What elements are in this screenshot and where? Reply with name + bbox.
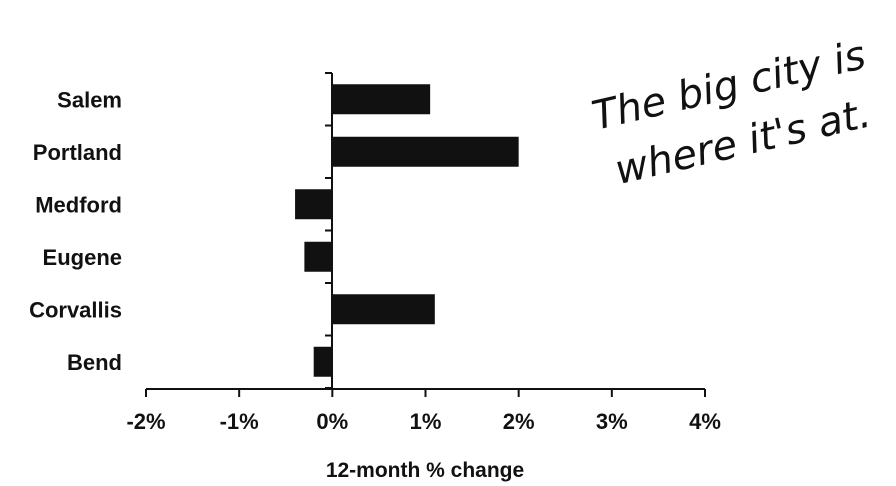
x-axis-title: 12-month % change xyxy=(326,459,524,482)
x-tick-label: 3% xyxy=(596,409,628,434)
x-tick-label: -1% xyxy=(220,409,259,434)
category-label-eugene: Eugene xyxy=(43,245,122,270)
y-tick-labels: Salem Portland Medford Eugene Corvallis Bend xyxy=(29,87,122,375)
category-label-medford: Medford xyxy=(35,192,122,217)
y-axis xyxy=(325,72,333,389)
x-tick-labels: -2% -1% 0% 1% 2% 3% 4% xyxy=(126,409,720,434)
x-tick-label: 0% xyxy=(316,409,348,434)
bar-corvallis xyxy=(332,294,435,325)
x-tick-label: -2% xyxy=(126,409,165,434)
x-tick-label: 2% xyxy=(503,409,535,434)
x-tick-label: 1% xyxy=(410,409,442,434)
category-label-bend: Bend xyxy=(67,350,122,375)
category-label-corvallis: Corvallis xyxy=(29,297,122,322)
handwritten-annotation: The big city is where it's at. xyxy=(588,32,875,194)
x-axis xyxy=(145,388,706,397)
bar-bend xyxy=(313,346,333,377)
category-label-salem: Salem xyxy=(57,87,122,112)
bar-portland xyxy=(332,136,519,167)
bars-group xyxy=(295,84,519,377)
bar-salem xyxy=(332,84,431,115)
x-tick-label: 4% xyxy=(689,409,721,434)
category-label-portland: Portland xyxy=(33,140,122,165)
bar-medford xyxy=(295,189,333,220)
bar-eugene xyxy=(304,241,333,272)
